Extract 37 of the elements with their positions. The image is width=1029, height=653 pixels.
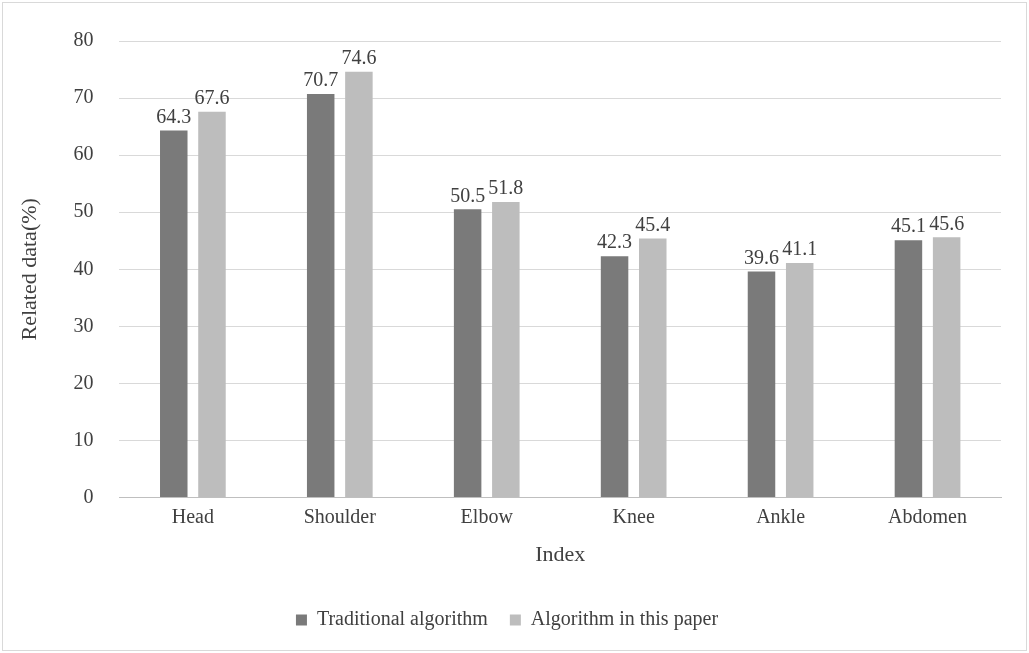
y-tick-label: 40	[73, 256, 94, 279]
y-tick-label: 20	[73, 370, 94, 393]
x-tick-label: Ankle	[756, 504, 806, 527]
x-axis-title: Index	[535, 540, 586, 566]
y-tick-label: 10	[73, 427, 94, 450]
data-label: 51.8	[488, 176, 524, 199]
data-label: 42.3	[597, 230, 633, 253]
bar	[306, 94, 335, 498]
data-label: 45.4	[635, 212, 671, 235]
bar	[453, 209, 482, 498]
y-axis-title: Related data(%)	[15, 198, 41, 341]
y-tick-label: 80	[73, 28, 94, 51]
bar	[600, 256, 629, 498]
legend-label: Traditional algorithm	[316, 607, 489, 631]
y-tick-label: 70	[73, 85, 94, 108]
data-label: 50.5	[450, 183, 486, 206]
x-tick-label: Shoulder	[303, 504, 377, 527]
bar	[894, 240, 923, 498]
y-tick-label: 0	[83, 484, 94, 507]
bar	[160, 130, 188, 498]
data-label: 41.1	[782, 237, 818, 260]
data-label: 74.6	[341, 46, 377, 69]
data-label: 45.6	[929, 211, 965, 234]
y-tick-label: 60	[73, 142, 94, 165]
y-tick-label: 50	[73, 199, 94, 222]
data-label: 64.3	[156, 104, 192, 127]
x-tick-label: Abdomen	[888, 504, 967, 527]
data-label: 70.7	[303, 68, 339, 91]
legend-label: Algorithm in this paper	[530, 607, 719, 631]
x-tick-label: Head	[171, 504, 214, 527]
data-label: 39.6	[744, 245, 779, 268]
data-label: 45.1	[890, 214, 926, 237]
y-tick-label: 30	[73, 313, 94, 336]
bar	[747, 271, 776, 498]
x-tick-label: Elbow	[460, 504, 514, 527]
x-tick-label: Knee	[612, 504, 655, 527]
data-label: 67.6	[194, 86, 230, 109]
